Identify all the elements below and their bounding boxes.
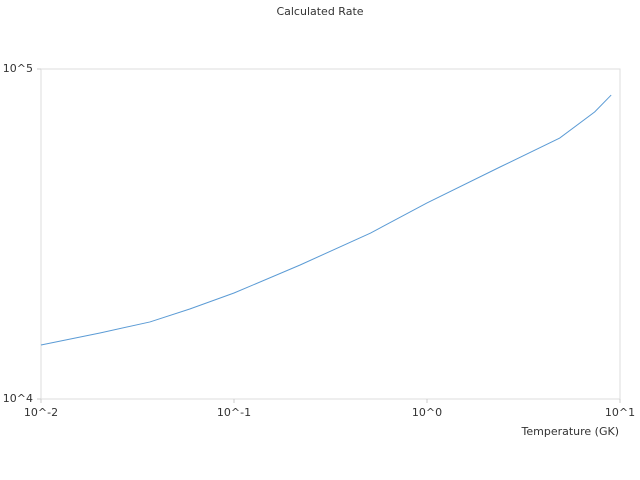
- x-tick-label: 10^0: [412, 406, 442, 419]
- y-tick-label: 10^4: [3, 392, 33, 405]
- data-line: [40, 94, 612, 346]
- plot-frame: [40, 68, 621, 400]
- x-tick-label: 10^-1: [217, 406, 251, 419]
- x-tick-label: 10^-2: [24, 406, 58, 419]
- x-axis-label: Temperature (GK): [521, 425, 620, 438]
- x-tick-label: 10^1: [605, 406, 635, 419]
- chart-title: Calculated Rate: [276, 5, 363, 18]
- y-tick-label: 10^5: [3, 62, 33, 75]
